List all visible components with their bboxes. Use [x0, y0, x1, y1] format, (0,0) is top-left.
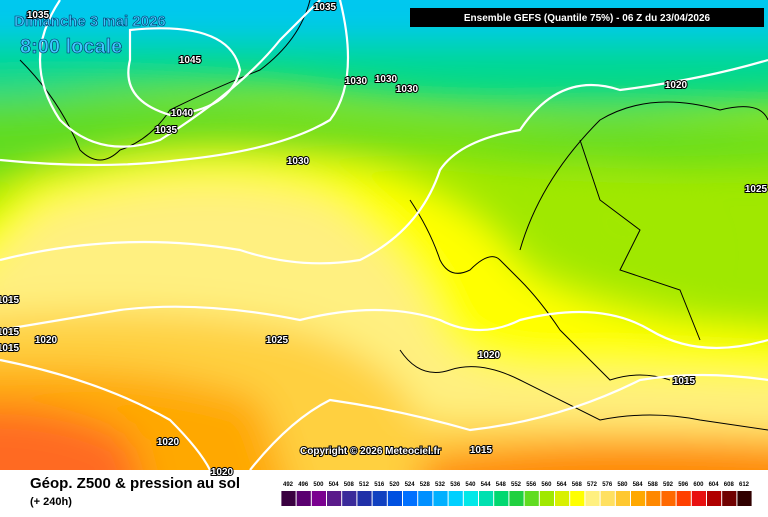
colorbar-swatch: [631, 491, 646, 506]
colorbar-tick-label: 564: [557, 482, 568, 488]
isobar-label: 1020: [665, 80, 688, 91]
isobar-label: 1015: [0, 343, 20, 354]
colorbar-tick-label: 580: [617, 482, 628, 488]
colorbar-swatch: [722, 491, 737, 506]
colorbar-swatch: [539, 491, 554, 506]
colorbar-tick-label: 532: [435, 482, 446, 488]
colorbar-tick-label: 540: [465, 482, 476, 488]
colorbar-tick-label: 568: [572, 482, 583, 488]
colorbar-swatch: [555, 491, 570, 506]
colorbar-swatch: [463, 491, 478, 506]
model-box: [410, 8, 764, 27]
colorbar-swatch: [737, 491, 752, 506]
colorbar-tick-label: 600: [693, 482, 704, 488]
colorbar-swatch: [342, 491, 357, 506]
colorbar-swatch: [418, 491, 433, 506]
colorbar-swatch: [585, 491, 600, 506]
colorbar-tick-label: 556: [526, 482, 537, 488]
colorbar-swatch: [479, 491, 494, 506]
colorbar-swatch: [357, 491, 372, 506]
colorbar-tick-label: 500: [313, 482, 324, 488]
isobar-label: 1020: [157, 437, 180, 448]
colorbar: 492 496 500 504 508 512 516 520 524 528 532 536 540 5…: [281, 482, 752, 506]
colorbar-swatch: [707, 491, 722, 506]
colorbar-tick-label: 612: [739, 482, 750, 488]
colorbar-swatch: [661, 491, 676, 506]
colorbar-swatch: [615, 491, 630, 506]
colorbar-tick-label: 596: [678, 482, 689, 488]
map-time: 8:00 locale: [20, 36, 122, 58]
colorbar-swatch: [494, 491, 509, 506]
isobar-label: 1030: [345, 76, 368, 87]
legend-title: Géop. Z500 & pression au sol: [30, 475, 240, 492]
colorbar-swatch: [676, 491, 691, 506]
colorbar-tick-label: 560: [541, 482, 552, 488]
isobar-label: 1015: [0, 295, 20, 306]
isobar-label: 1025: [266, 335, 289, 346]
colorbar-tick-label: 584: [633, 482, 644, 488]
isobar-label: 1040: [171, 108, 194, 119]
colorbar-swatch: [403, 491, 418, 506]
isobar-label: 1020: [211, 467, 234, 478]
colorbar-tick-label: 548: [496, 482, 507, 488]
colorbar-tick-label: 492: [283, 482, 294, 488]
colorbar-swatch: [691, 491, 706, 506]
colorbar-tick-label: 516: [374, 482, 385, 488]
colorbar-swatch: [372, 491, 387, 506]
map-date: Dimanche 3 mai 2026: [14, 13, 166, 30]
colorbar-swatch: [327, 491, 342, 506]
copyright: Copyright © 2026 Meteociel.fr: [300, 446, 441, 457]
colorbar-tick-label: 520: [389, 482, 400, 488]
colorbar-tick-label: 508: [344, 482, 355, 488]
colorbar-swatch: [570, 491, 585, 506]
isobar-label: 1020: [478, 350, 501, 361]
colorbar-tick-label: 512: [359, 482, 370, 488]
colorbar-swatch: [448, 491, 463, 506]
colorbar-tick-label: 504: [329, 482, 340, 488]
colorbar-tick-label: 604: [709, 482, 720, 488]
colorbar-tick-label: 528: [420, 482, 431, 488]
colorbar-swatch: [600, 491, 615, 506]
colorbar-tick-label: 552: [511, 482, 522, 488]
colorbar-tick-label: 592: [663, 482, 674, 488]
isobar-label: 1030: [375, 74, 398, 85]
colorbar-tick-label: 496: [298, 482, 309, 488]
colorbar-swatch: [296, 491, 311, 506]
colorbar-tick-label: 588: [648, 482, 659, 488]
isobar-label: 1035: [314, 2, 337, 13]
isobar-label: 1030: [396, 84, 419, 95]
colorbar-swatch: [509, 491, 524, 506]
isobar-label: 1045: [179, 55, 202, 66]
isobar-label: 1035: [27, 10, 50, 21]
isobar-label: 1030: [287, 156, 310, 167]
isobar-label: 1015: [470, 445, 493, 456]
colorbar-tick-label: 572: [587, 482, 598, 488]
isobar-label: 1035: [155, 125, 178, 136]
colorbar-tick-label: 524: [405, 482, 416, 488]
model-run: Ensemble GEFS (Quantile 75%) - 06 Z du 2…: [464, 13, 711, 24]
colorbar-tick-label: 576: [602, 482, 613, 488]
colorbar-swatch: [311, 491, 326, 506]
colorbar-tick-label: 544: [481, 482, 492, 488]
colorbar-tick-label: 608: [724, 482, 735, 488]
colorbar-swatch: [281, 491, 296, 506]
colorbar-tick-label: 536: [450, 482, 461, 488]
isobar-label: 1015: [0, 327, 20, 338]
isobar-label: 1025: [745, 184, 768, 195]
legend-lead: (+ 240h): [30, 496, 72, 508]
colorbar-swatch: [646, 491, 661, 506]
colorbar-swatch: [524, 491, 539, 506]
colorbar-swatch: [387, 491, 402, 506]
isobar-label: 1015: [673, 376, 696, 387]
colorbar-swatch: [433, 491, 448, 506]
isobar-label: 1020: [35, 335, 58, 346]
